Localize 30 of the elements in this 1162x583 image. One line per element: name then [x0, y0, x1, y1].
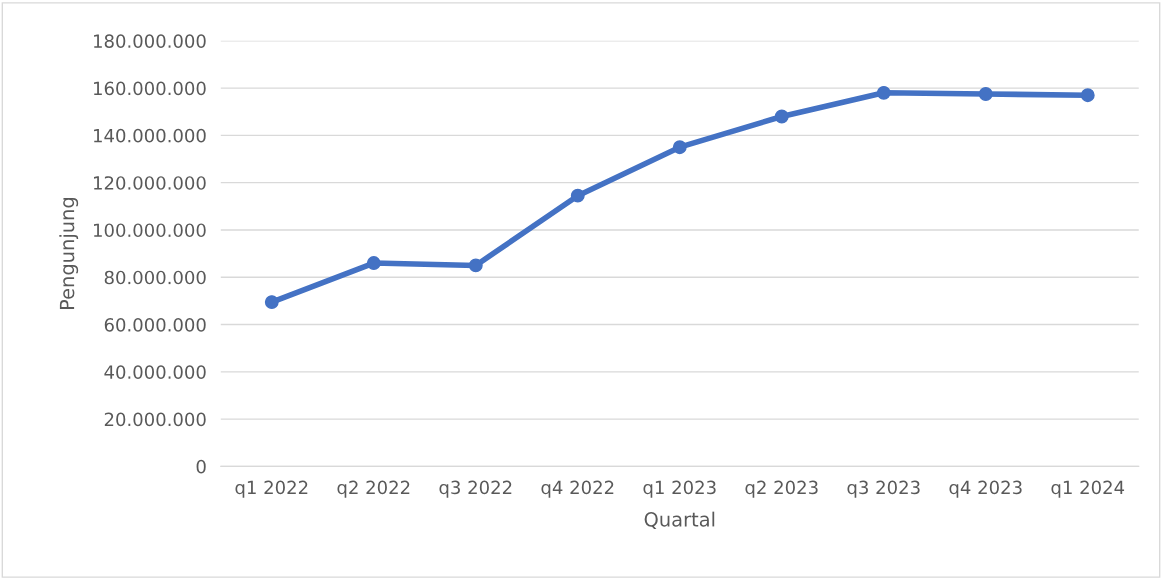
point: [876, 85, 891, 100]
y-tick-label: 60.000.000: [104, 318, 206, 332]
point: [672, 140, 687, 155]
y-tick-label: 180.000.000: [94, 34, 206, 48]
y-tick-label: 40.000.000: [104, 365, 206, 379]
x-tick-label: q1 2022: [235, 480, 308, 498]
y-tick-label: 100.000.000: [94, 223, 206, 238]
x-tick-label: q1 2024: [1051, 480, 1125, 498]
y-tick-label: 160.000.000: [94, 81, 206, 96]
point: [774, 109, 789, 124]
point: [468, 258, 483, 273]
point: [264, 295, 279, 310]
x-tick-label: q3 2023: [847, 480, 920, 498]
y-tick-label: 20.000.000: [104, 412, 206, 427]
point: [1080, 88, 1095, 103]
point: [570, 188, 585, 203]
point: [978, 87, 993, 101]
x-tick-label: q2 2022: [337, 480, 410, 498]
y-axis-title: Pengunjung: [59, 198, 79, 310]
x-tick-label: q2 2023: [745, 480, 818, 498]
y-tick-label: 0: [196, 459, 206, 474]
y-tick-label: 80.000.000: [104, 270, 206, 285]
y-tick-label: 140.000.000: [94, 128, 206, 143]
x-tick-label: q4 2023: [949, 480, 1022, 498]
x-axis-title: Quartal: [644, 511, 715, 529]
y-tick-label: 120.000.000: [94, 176, 206, 190]
x-tick-label: q3 2022: [439, 480, 512, 498]
x-tick-label: q1 2023: [643, 480, 716, 498]
point: [366, 256, 381, 271]
x-tick-label: q4 2022: [541, 480, 614, 498]
